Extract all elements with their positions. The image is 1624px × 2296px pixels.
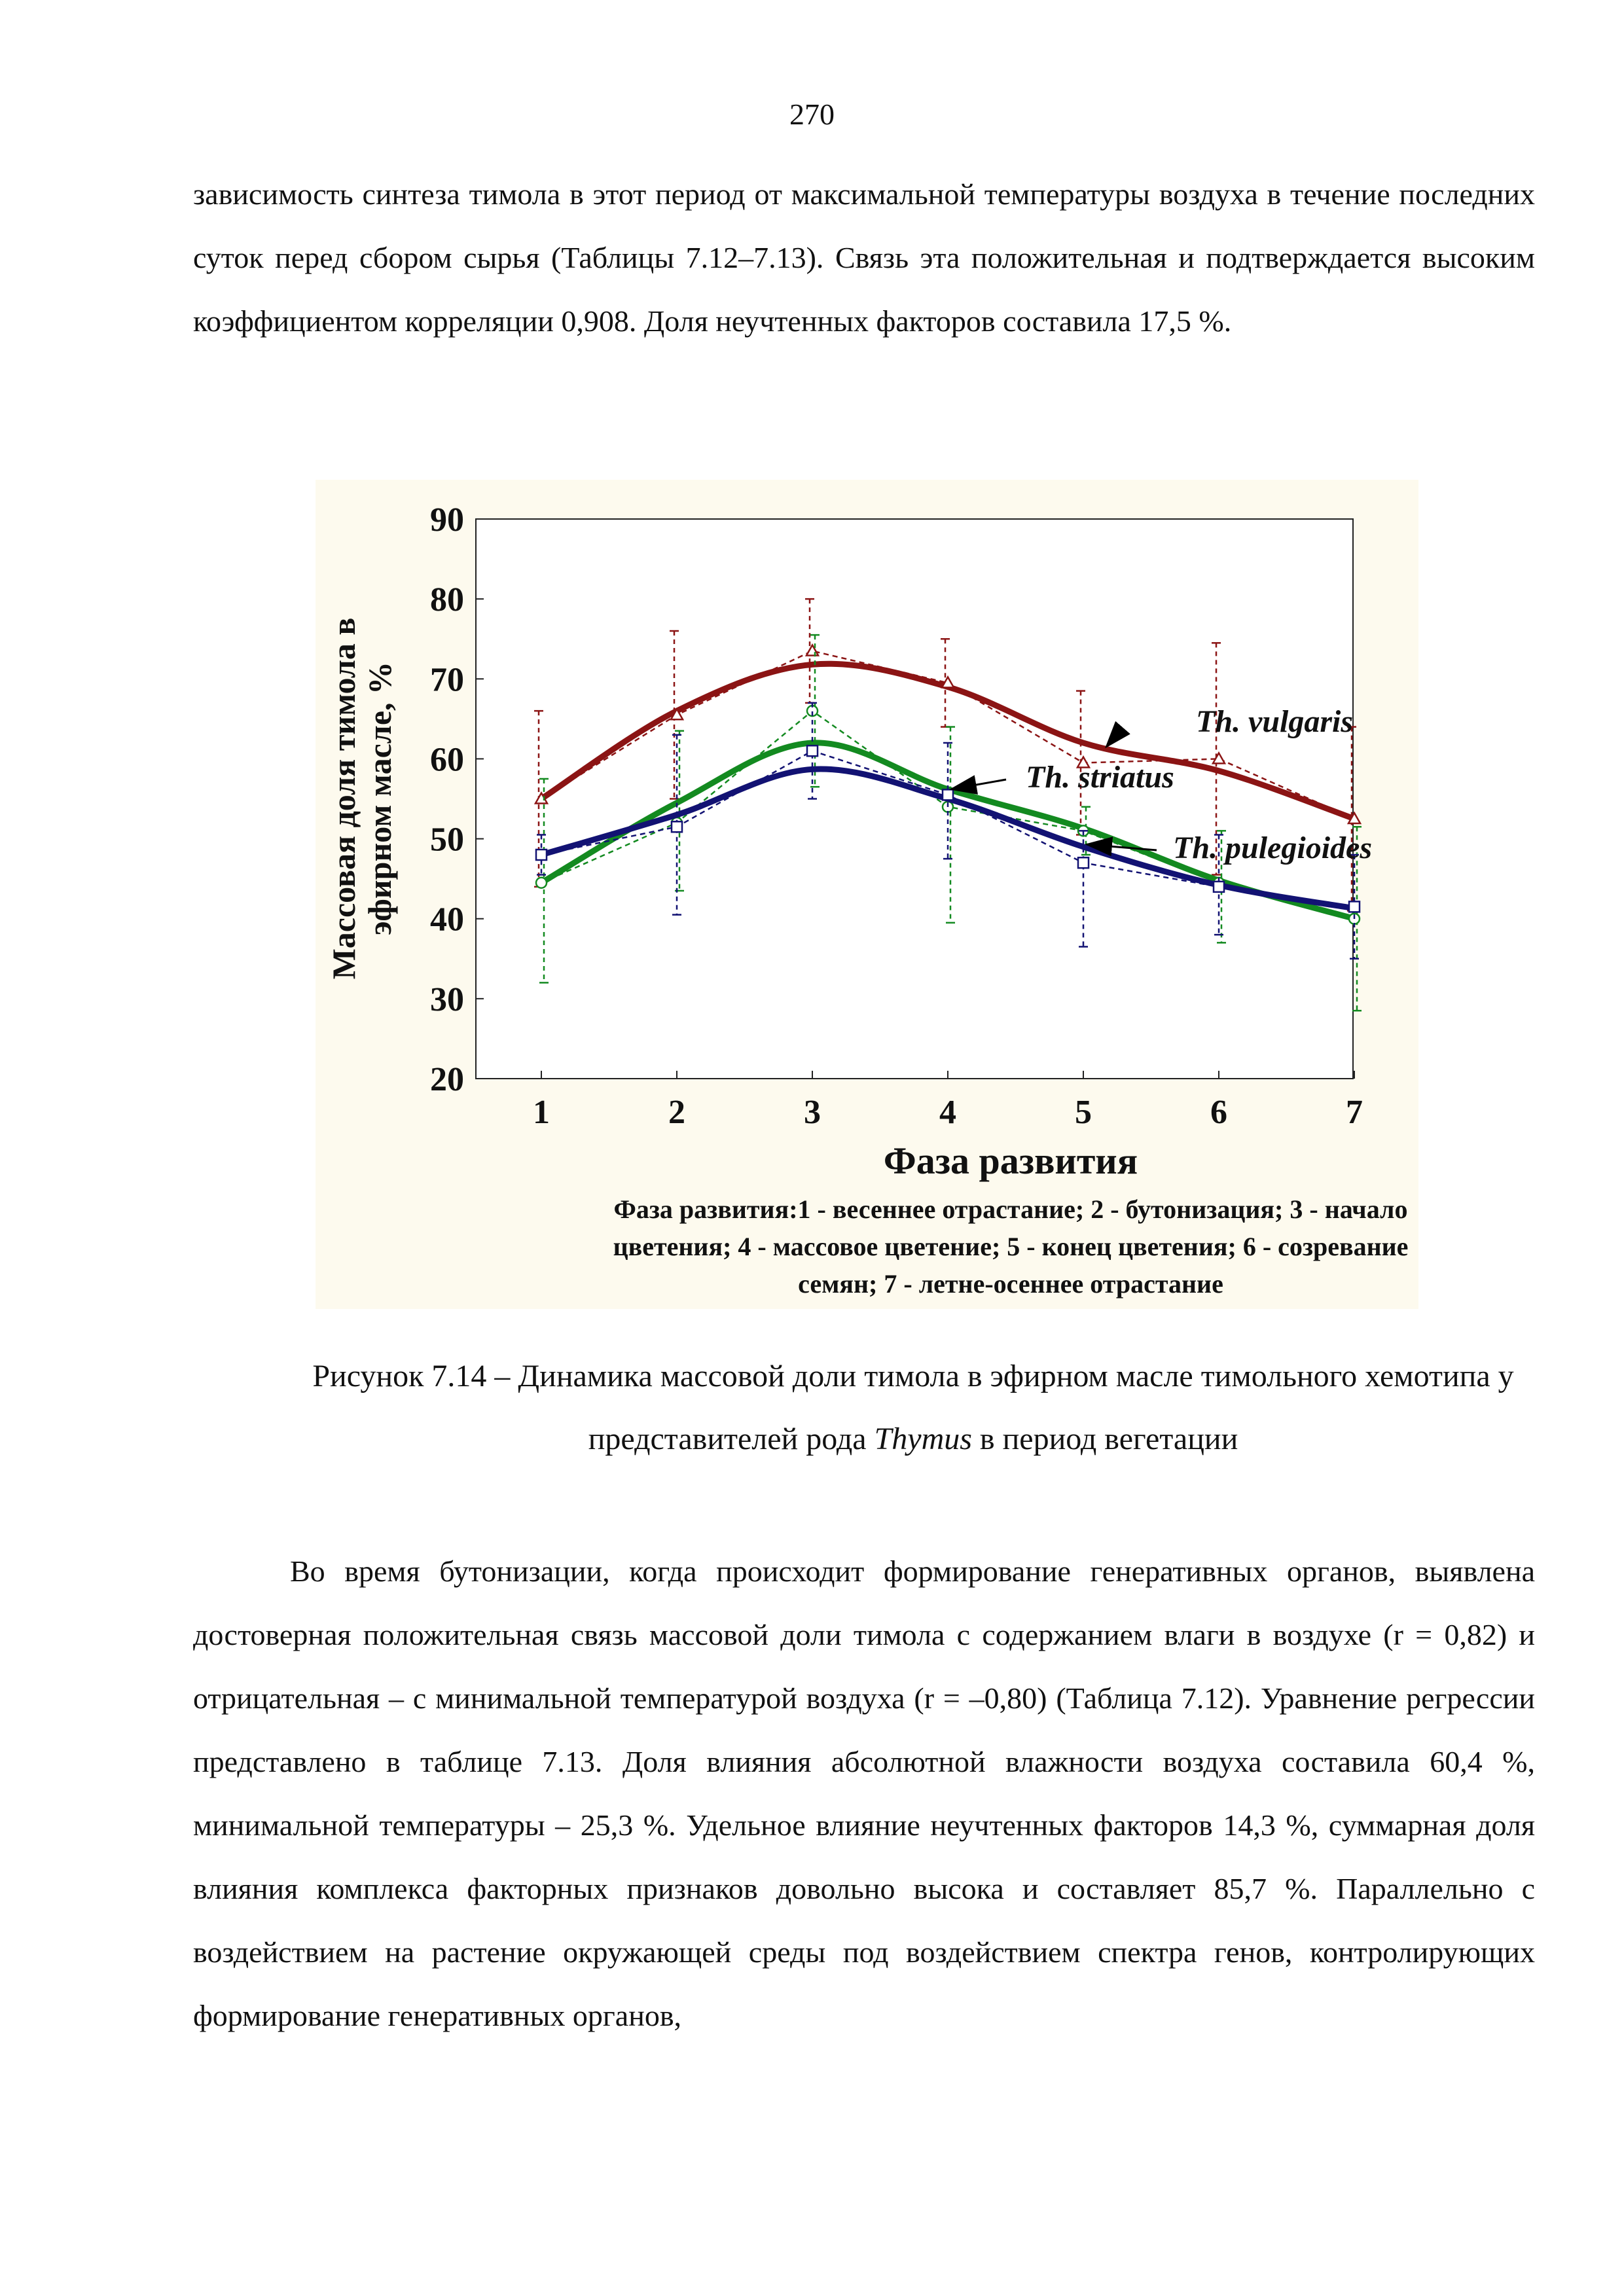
legend-note-line-3: семян; 7 - летне-осеннее отрастание bbox=[798, 1269, 1223, 1299]
legend-note-line-2: цветения; 4 - массовое цветение; 5 - кон… bbox=[613, 1232, 1409, 1261]
data-point bbox=[669, 707, 685, 721]
y-tick-label: 20 bbox=[430, 1061, 464, 1098]
x-tick-label: 5 bbox=[1075, 1094, 1092, 1131]
y-axis-label-line2: эфирном масле, % bbox=[361, 662, 398, 935]
plot-area bbox=[475, 518, 1354, 1079]
y-tick-label: 80 bbox=[430, 581, 464, 619]
label-arrow bbox=[1085, 836, 1157, 857]
paragraph-intro: зависимость синтеза тимола в этот период… bbox=[193, 177, 1535, 338]
y-axis-ticks: 20 30 40 50 60 70 80 90 bbox=[430, 501, 464, 1098]
series-label: Th. vulgaris bbox=[1196, 704, 1353, 739]
x-tick-label: 3 bbox=[804, 1094, 821, 1131]
grid-lines bbox=[476, 518, 1355, 1079]
series-label: Th. pulegioides bbox=[1173, 831, 1372, 865]
label-arrow bbox=[949, 775, 1007, 795]
data-point bbox=[535, 848, 548, 861]
y-tick-label: 40 bbox=[430, 901, 464, 939]
figure-caption: Рисунок 7.14 – Динамика массовой доли ти… bbox=[275, 1345, 1551, 1471]
data-point bbox=[1211, 751, 1227, 764]
series-labels: Th. vulgaris Th. striatus Th. pulegioides bbox=[949, 704, 1372, 865]
y-tick-label: 70 bbox=[430, 661, 464, 698]
x-tick-label: 7 bbox=[1346, 1094, 1363, 1131]
data-point bbox=[1346, 811, 1362, 825]
caption-suffix: в период вегетации bbox=[971, 1422, 1238, 1456]
data-point bbox=[1212, 880, 1225, 893]
x-axis-label: Фаза развития bbox=[884, 1139, 1138, 1182]
x-tick-label: 1 bbox=[533, 1094, 550, 1131]
data-point bbox=[1077, 856, 1090, 869]
y-tick-label: 30 bbox=[430, 981, 464, 1018]
data-point bbox=[670, 821, 683, 833]
page-number: 270 bbox=[789, 98, 835, 131]
series-th-pulegioides bbox=[535, 702, 1361, 960]
data-point bbox=[1348, 901, 1361, 913]
data-point bbox=[940, 675, 956, 689]
label-arrow bbox=[1105, 721, 1130, 749]
caption-prefix: Рисунок 7.14 – Динамика массовой доли ти… bbox=[312, 1359, 1514, 1456]
paragraph-budding: Во время бутонизации, когда происходит ф… bbox=[193, 1554, 1535, 2032]
x-tick-label: 4 bbox=[939, 1094, 956, 1131]
caption-genus: Thymus bbox=[874, 1422, 972, 1456]
data-point bbox=[941, 789, 954, 801]
data-point bbox=[535, 876, 548, 889]
y-tick-label: 50 bbox=[430, 821, 464, 859]
y-tick-label: 90 bbox=[430, 501, 464, 539]
y-axis-label-line1: Массовая доля тимола в bbox=[325, 618, 362, 980]
series-layer bbox=[533, 598, 1362, 1012]
data-point bbox=[806, 744, 819, 757]
x-axis-ticks: 1 2 3 4 5 6 7 bbox=[533, 1094, 1363, 1131]
x-tick-label: 6 bbox=[1210, 1094, 1227, 1131]
series-label: Th. striatus bbox=[1026, 760, 1174, 795]
legend-note-line-1: Фаза развития:1 - весеннее отрастание; 2… bbox=[614, 1194, 1408, 1224]
data-point bbox=[1075, 755, 1091, 768]
x-tick-label: 2 bbox=[668, 1094, 685, 1131]
y-tick-label: 60 bbox=[430, 741, 464, 778]
series-th-vulgaris bbox=[533, 598, 1362, 912]
